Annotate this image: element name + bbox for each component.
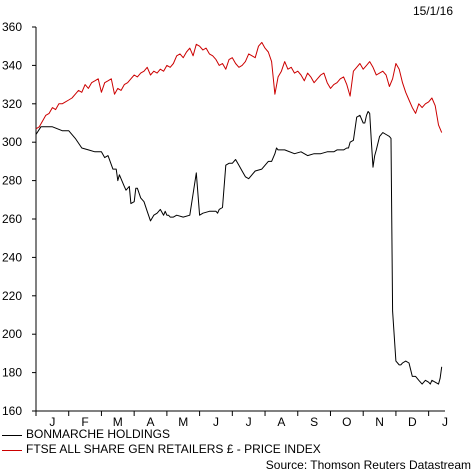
x-tick-label: J (49, 415, 55, 429)
y-tick-label: 340 (2, 58, 22, 72)
y-tick-label: 160 (2, 404, 22, 418)
legend-label-ftse-retailers: FTSE ALL SHARE GEN RETAILERS £ - PRICE I… (26, 442, 321, 456)
y-tick-label: 180 (2, 366, 22, 380)
chart-axes (35, 27, 445, 412)
y-tick-label: 200 (2, 327, 22, 341)
x-tick-label: M (113, 415, 123, 429)
y-tick-label: 260 (2, 212, 22, 226)
x-tick-label: M (178, 415, 188, 429)
x-tick-label: S (310, 415, 318, 429)
series-line-ftse-retailers (35, 41, 443, 133)
y-tick-label: 220 (2, 289, 22, 303)
chart-date: 15/1/16 (412, 4, 453, 18)
y-tick-label: 320 (2, 97, 22, 111)
x-tick-label: D (408, 415, 417, 429)
x-tick-label: J (213, 415, 219, 429)
x-tick-label: J (442, 415, 448, 429)
legend-item-ftse-retailers: FTSE ALL SHARE GEN RETAILERS £ - PRICE I… (0, 442, 475, 457)
y-axis-ticks: 160 180 200 220 240 260 280 300 320 340 360 (2, 20, 36, 418)
x-tick-label: J (246, 415, 252, 429)
legend-item-bonmarche: BONMARCHE HOLDINGS (0, 427, 475, 442)
x-tick-label: A (277, 415, 285, 429)
x-tick-label: N (375, 415, 384, 429)
chart-source: Source: Thomson Reuters Datastream (265, 458, 471, 472)
y-tick-label: 280 (2, 174, 22, 188)
y-tick-label: 300 (2, 135, 22, 149)
x-tick-label: F (81, 415, 88, 429)
legend-swatch-ftse-retailers (2, 450, 22, 451)
legend-swatch-bonmarche (2, 435, 22, 436)
x-tick-label: A (147, 415, 155, 429)
y-tick-label: 240 (2, 250, 22, 264)
series-lines (35, 41, 443, 385)
x-tick-label: O (342, 415, 351, 429)
legend-label-bonmarche: BONMARCHE HOLDINGS (26, 427, 171, 441)
y-tick-label: 360 (2, 20, 22, 34)
series-line-bonmarche (35, 111, 443, 385)
